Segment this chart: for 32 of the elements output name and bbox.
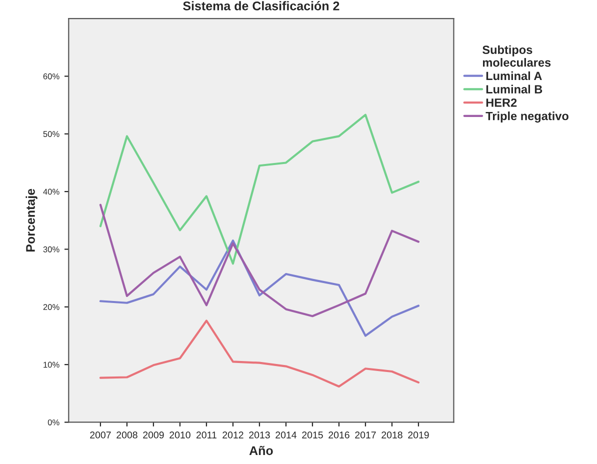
x-axis-title: Año	[249, 446, 273, 456]
legend-label: Luminal A	[486, 71, 542, 80]
x-tick-label: 2007	[90, 432, 111, 438]
line-series	[99, 204, 420, 318]
legend-label: HER2	[486, 98, 517, 107]
legend-title: Subtipos moleculares	[482, 45, 551, 67]
x-tick-label: 2011	[196, 432, 216, 438]
legend-label: Luminal B	[486, 84, 542, 94]
y-tick-label: 10%	[44, 362, 60, 368]
line-series	[99, 320, 420, 388]
x-tick-label: 2016	[328, 432, 350, 438]
x-tick-label: 2010	[170, 432, 190, 438]
y-tick-label: 50%	[43, 131, 60, 137]
y-tick-label: 60%	[43, 73, 60, 80]
y-tick-label: 0%	[48, 419, 60, 426]
x-tick-label: 2013	[249, 432, 270, 438]
legend-label: Triple negativo	[486, 112, 568, 123]
line-series	[99, 114, 420, 265]
x-tick-label: 2012	[222, 432, 244, 438]
y-tick-label: 40%	[43, 188, 60, 195]
chart-title: Sistema de Clasificación 2	[183, 1, 340, 10]
y-tick-label: 20%	[43, 304, 60, 310]
x-tick-label: 2014	[276, 432, 296, 438]
y-tick-label: 30%	[43, 246, 60, 252]
x-tick-label: 2017	[355, 432, 376, 438]
y-axis-title: Porcentaje	[26, 188, 38, 252]
x-tick-label: 2015	[302, 432, 323, 438]
x-tick-label: 2008	[116, 432, 138, 438]
x-tick-label: 2019	[408, 432, 429, 438]
x-tick-label: 2018	[382, 432, 402, 438]
line-series	[99, 240, 420, 337]
x-tick-label: 2009	[143, 432, 164, 438]
